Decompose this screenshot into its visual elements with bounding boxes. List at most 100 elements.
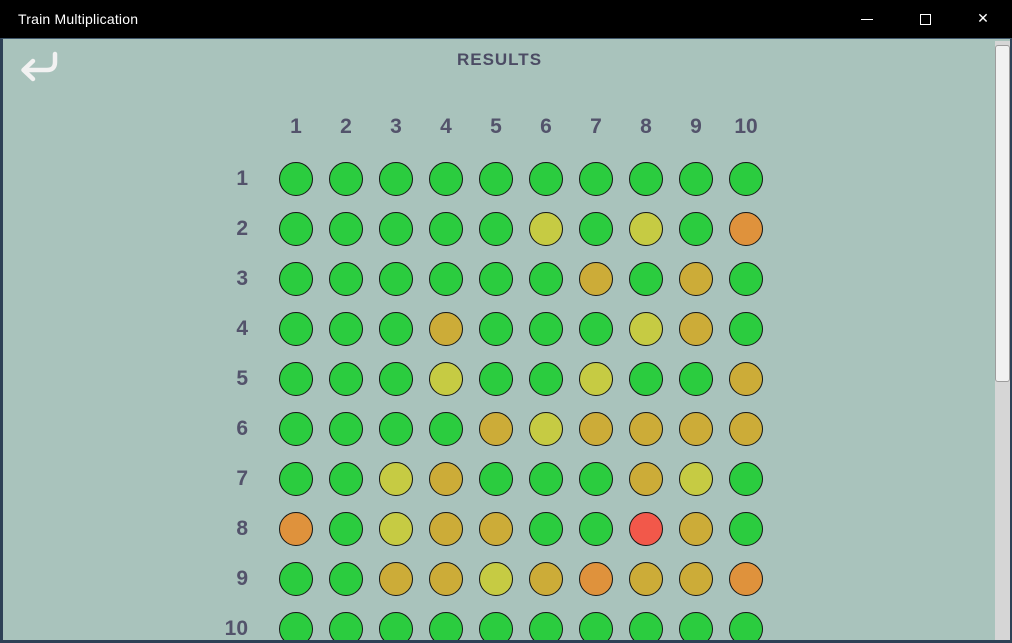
row-header-10: 10 — [224, 617, 248, 640]
result-dot-green — [329, 462, 363, 496]
result-dot-green — [629, 162, 663, 196]
result-dot-orange — [729, 562, 763, 596]
result-dot-green — [329, 362, 363, 396]
result-cell-1x3 — [371, 154, 421, 204]
result-cell-8x7 — [571, 504, 621, 554]
result-dot-gold — [479, 412, 513, 446]
col-header-3: 3 — [390, 115, 402, 138]
result-cell-8x1 — [271, 504, 321, 554]
result-cell-3x5 — [471, 254, 521, 304]
result-cell-10x7 — [571, 604, 621, 640]
minimize-button[interactable] — [838, 0, 896, 38]
result-cell-8x3 — [371, 504, 421, 554]
result-cell-7x9 — [671, 454, 721, 504]
result-dot-yellow-green — [379, 462, 413, 496]
result-dot-green — [579, 212, 613, 246]
result-dot-green — [429, 162, 463, 196]
result-cell-8x4 — [421, 504, 471, 554]
result-dot-green — [629, 362, 663, 396]
result-cell-4x3 — [371, 304, 421, 354]
col-header-1: 1 — [290, 115, 302, 138]
result-cell-6x1 — [271, 404, 321, 454]
result-dot-green — [329, 262, 363, 296]
result-cell-1x7 — [571, 154, 621, 204]
result-cell-1x6 — [521, 154, 571, 204]
row-header-7: 7 — [236, 467, 248, 490]
result-dot-green — [479, 162, 513, 196]
maximize-button[interactable] — [896, 0, 954, 38]
result-dot-green — [279, 412, 313, 446]
result-cell-2x5 — [471, 204, 521, 254]
row-header-9: 9 — [236, 567, 248, 590]
result-dot-gold — [379, 562, 413, 596]
result-cell-5x7 — [571, 354, 621, 404]
result-dot-green — [529, 362, 563, 396]
result-cell-5x9 — [671, 354, 721, 404]
result-cell-9x9 — [671, 554, 721, 604]
result-dot-green — [429, 412, 463, 446]
result-dot-gold — [529, 562, 563, 596]
result-cell-9x1 — [271, 554, 321, 604]
result-dot-gold — [429, 512, 463, 546]
result-cell-2x4 — [421, 204, 471, 254]
result-cell-5x5 — [471, 354, 521, 404]
result-dot-gold — [679, 412, 713, 446]
result-cell-9x4 — [421, 554, 471, 604]
result-cell-3x10 — [721, 254, 771, 304]
result-dot-green — [629, 262, 663, 296]
result-cell-6x9 — [671, 404, 721, 454]
result-cell-4x1 — [271, 304, 321, 354]
row-header-2: 2 — [236, 217, 248, 240]
result-cell-2x7 — [571, 204, 621, 254]
result-cell-5x6 — [521, 354, 571, 404]
result-dot-green — [479, 312, 513, 346]
col-header-10: 10 — [734, 115, 758, 138]
result-cell-3x3 — [371, 254, 421, 304]
result-cell-2x9 — [671, 204, 721, 254]
result-cell-3x9 — [671, 254, 721, 304]
result-dot-green — [279, 462, 313, 496]
result-dot-gold — [679, 512, 713, 546]
result-cell-1x10 — [721, 154, 771, 204]
result-dot-yellow-green — [529, 412, 563, 446]
result-dot-green — [279, 312, 313, 346]
result-dot-green — [329, 612, 363, 640]
result-dot-green — [679, 362, 713, 396]
result-cell-8x6 — [521, 504, 571, 554]
result-cell-10x9 — [671, 604, 721, 640]
result-dot-green — [429, 262, 463, 296]
result-dot-green — [379, 312, 413, 346]
result-dot-green — [479, 212, 513, 246]
result-dot-gold — [679, 262, 713, 296]
result-cell-4x6 — [521, 304, 571, 354]
result-cell-7x7 — [571, 454, 621, 504]
result-cell-6x5 — [471, 404, 521, 454]
result-cell-10x3 — [371, 604, 421, 640]
result-dot-gold — [579, 412, 613, 446]
result-cell-1x4 — [421, 154, 471, 204]
scrollbar-track[interactable] — [995, 41, 1010, 640]
result-dot-green — [579, 462, 613, 496]
result-cell-9x7 — [571, 554, 621, 604]
result-cell-1x5 — [471, 154, 521, 204]
col-header-2: 2 — [340, 115, 352, 138]
result-dot-gold — [729, 362, 763, 396]
result-dot-green — [529, 162, 563, 196]
result-dot-green — [529, 262, 563, 296]
result-dot-green — [579, 312, 613, 346]
result-cell-10x2 — [321, 604, 371, 640]
close-button[interactable]: ✕ — [954, 0, 1012, 38]
result-cell-4x2 — [321, 304, 371, 354]
result-dot-yellow-green — [429, 362, 463, 396]
result-cell-9x5 — [471, 554, 521, 604]
result-cell-9x2 — [321, 554, 371, 604]
back-button[interactable] — [11, 47, 63, 87]
row-header-3: 3 — [236, 267, 248, 290]
result-cell-1x8 — [621, 154, 671, 204]
result-dot-green — [379, 362, 413, 396]
scrollbar-thumb[interactable] — [995, 45, 1010, 382]
result-cell-6x7 — [571, 404, 621, 454]
result-dot-green — [429, 612, 463, 640]
result-cell-2x6 — [521, 204, 571, 254]
result-dot-gold — [479, 512, 513, 546]
